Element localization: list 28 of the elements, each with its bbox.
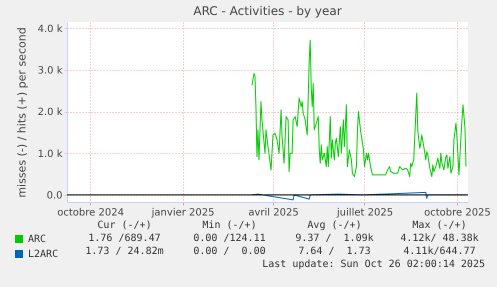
x-tick-label: octobre 2024	[57, 208, 124, 218]
chart-title: ARC - Activities - by year	[193, 4, 342, 18]
y-tick-label: 0.0	[46, 190, 62, 202]
text: Min (-/+)	[201, 220, 258, 233]
y-tick-label: 4.0 k	[38, 24, 63, 35]
text: 4.11k/644.77	[402, 246, 477, 259]
legend-label: ARC	[28, 234, 46, 245]
y-tick-label: 1.0 k	[38, 148, 63, 160]
y-axis-title: misses (-) / hits (+) per second	[16, 27, 29, 198]
text: Cur (-/+)	[96, 220, 153, 233]
text: 0.00 /124.11	[192, 233, 267, 246]
text: 1.73 / 24.82m	[84, 246, 165, 259]
text: 9.37 / 1.09k	[294, 233, 375, 246]
text: 7.64 / 1.73	[297, 246, 372, 259]
text: Avg (-/+)	[306, 220, 363, 233]
x-tick-label: juillet 2025	[336, 208, 394, 218]
y-tick-label: 2.0 k	[38, 107, 63, 118]
y-tick-label: 3.0 k	[38, 65, 63, 76]
text: Max (-/+)	[411, 220, 468, 233]
text: Last update: Sun Oct 26 02:00:14 2025	[261, 259, 485, 272]
text: 4.12k/ 48.38k	[399, 233, 480, 246]
legend-label: L2ARC	[28, 249, 58, 260]
text: 0.00 / 0.00	[192, 246, 267, 259]
line-series	[251, 40, 466, 178]
x-tick-label: janvier 2025	[150, 208, 214, 218]
x-tick-label: octobre 2025	[424, 208, 491, 218]
x-tick-label: avril 2025	[248, 208, 299, 218]
text: 1.76 /689.47	[87, 233, 162, 246]
